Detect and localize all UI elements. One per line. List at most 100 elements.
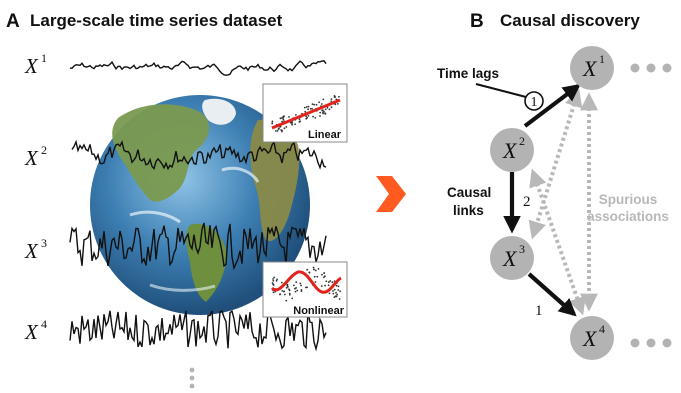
svg-text:X: X xyxy=(24,54,39,78)
svg-text:3: 3 xyxy=(41,236,47,250)
scatter-point xyxy=(329,280,332,282)
scatter-point xyxy=(320,103,323,105)
scatter-point xyxy=(285,287,288,289)
scatter-point xyxy=(337,285,340,288)
panel-b-letter: B xyxy=(470,11,484,32)
scatter-point xyxy=(333,288,336,291)
scatter-point xyxy=(271,122,274,125)
nonlinear-scatter-inset: Nonlinear xyxy=(262,261,348,318)
scatter-point xyxy=(275,279,278,282)
panel-b: B Causal discovery X 1 X 2 X 3 xyxy=(437,11,672,360)
scatter-point xyxy=(336,293,338,296)
scatter-point xyxy=(281,130,283,133)
scatter-point xyxy=(324,108,327,111)
time-series-x4 xyxy=(69,309,327,352)
scatter-point xyxy=(285,299,288,302)
scatter-point xyxy=(279,293,281,296)
scatter-point xyxy=(325,280,328,283)
series-label-x1: X 1 xyxy=(24,51,47,78)
causal-link-x2-x1 xyxy=(523,83,581,128)
scatter-point xyxy=(300,284,302,287)
nonlinear-fit-curve xyxy=(270,270,342,294)
series-label-x4: X 4 xyxy=(24,317,47,344)
scatter-point xyxy=(321,109,323,112)
scatter-point xyxy=(300,290,303,292)
scatter-point xyxy=(328,108,331,111)
node-x2[interactable]: X 2 xyxy=(490,128,534,172)
scatter-point xyxy=(332,290,334,292)
scatter-point xyxy=(285,126,288,128)
time-series-x2 xyxy=(71,139,327,171)
scatter-point xyxy=(330,98,333,100)
scatter-point xyxy=(335,291,337,294)
scatter-point xyxy=(283,127,286,130)
scatter-point xyxy=(280,129,282,131)
scatter-point xyxy=(299,282,302,285)
scatter-point xyxy=(322,98,325,101)
linear-fit-line xyxy=(271,98,341,130)
scatter-point xyxy=(304,110,307,113)
svg-text:2: 2 xyxy=(41,143,47,157)
svg-text:X: X xyxy=(582,326,598,351)
more-nodes-dots-top xyxy=(630,63,672,73)
scatter-point xyxy=(286,284,289,287)
scatter-point xyxy=(335,295,338,298)
scatter-point xyxy=(323,276,325,279)
scatter-point xyxy=(295,114,297,116)
scatter-point xyxy=(313,103,316,106)
scatter-point xyxy=(277,128,280,131)
scatter-point xyxy=(307,108,309,111)
scatter-point xyxy=(305,117,308,120)
scatter-point xyxy=(330,106,333,109)
scatter-point xyxy=(294,123,296,126)
scatter-point xyxy=(319,115,321,117)
time-series-x3 xyxy=(69,222,327,271)
node-x4[interactable]: X 4 xyxy=(570,316,614,360)
time-series-x1 xyxy=(69,60,327,76)
scatter-point xyxy=(288,292,291,295)
scatter-point xyxy=(307,115,310,117)
time-lags-pointer xyxy=(475,83,527,98)
series-label-x2: X 2 xyxy=(24,143,47,170)
scatter-point xyxy=(280,281,283,284)
scatter-point xyxy=(324,112,326,114)
scatter-point xyxy=(294,290,297,293)
scatter-point xyxy=(283,290,286,293)
panel-a: A Large-scale time series dataset X 1 X … xyxy=(6,11,348,389)
scatter-point xyxy=(336,103,339,105)
scatter-point xyxy=(272,283,274,286)
scatter-point xyxy=(324,284,326,287)
scatter-point xyxy=(291,123,293,126)
linear-inset-label: Linear xyxy=(308,129,342,141)
node-x3[interactable]: X 3 xyxy=(490,236,534,280)
scatter-point xyxy=(275,130,277,132)
scatter-point xyxy=(291,122,293,124)
spurious-x1-x3 xyxy=(528,88,583,240)
scatter-point xyxy=(331,281,334,284)
scatter-point xyxy=(293,284,295,287)
svg-text:X: X xyxy=(24,239,39,263)
scatter-point xyxy=(308,271,311,274)
scatter-point xyxy=(294,287,296,290)
time-lags-label: Time lags xyxy=(437,66,499,81)
scatter-point xyxy=(313,268,315,271)
node-x1[interactable]: X 1 xyxy=(570,46,614,90)
scatter-point xyxy=(320,285,323,287)
scatter-point xyxy=(273,276,276,279)
scatter-point xyxy=(281,290,284,292)
scatter-point xyxy=(313,275,316,278)
svg-text:1: 1 xyxy=(531,95,538,110)
svg-text:3: 3 xyxy=(519,242,525,256)
svg-text:X: X xyxy=(502,138,518,163)
scatter-point xyxy=(314,281,317,283)
scatter-point xyxy=(272,291,275,294)
scatter-point xyxy=(322,112,324,115)
svg-text:X: X xyxy=(582,56,598,81)
scatter-point xyxy=(339,290,342,293)
scatter-point xyxy=(318,101,320,104)
scatter-point xyxy=(326,107,329,109)
scatter-point xyxy=(281,117,284,119)
scatter-point xyxy=(272,279,275,282)
scatter-point xyxy=(276,278,278,281)
